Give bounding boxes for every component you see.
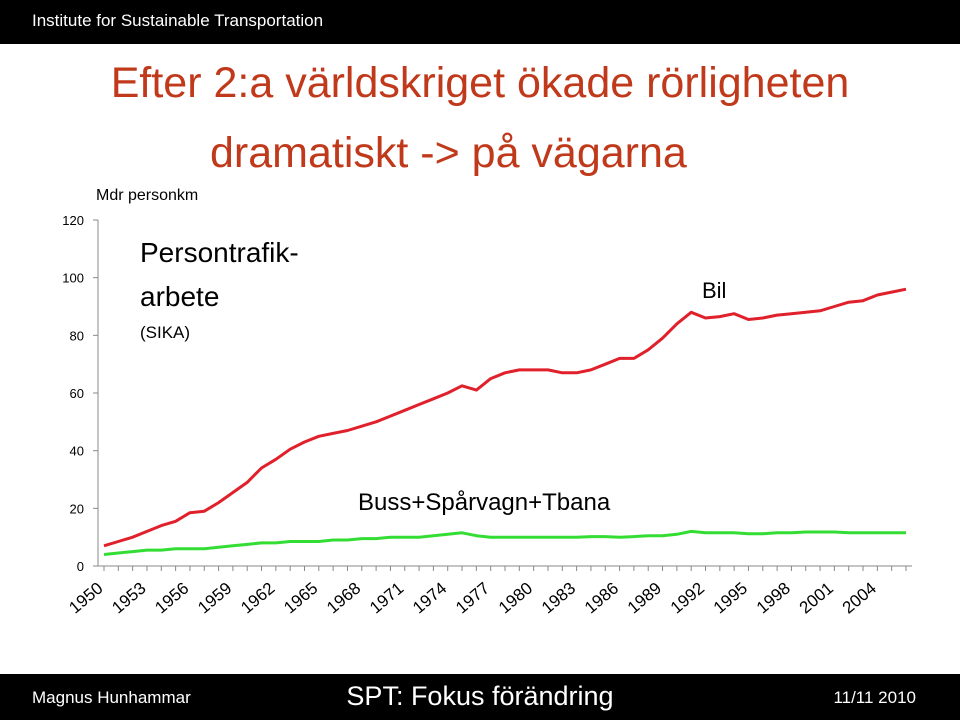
footer-date: 11/11 2010 — [833, 688, 916, 707]
x-tick-label: 1998 — [753, 579, 794, 618]
y-axis-label: Mdr personkm — [96, 187, 198, 204]
annotation-title-line2: arbete — [140, 281, 219, 312]
x-tick-label: 2001 — [796, 579, 837, 618]
x-tick-label: 1980 — [495, 579, 536, 618]
x-tick-label: 1968 — [323, 579, 364, 618]
header-bar: Institute for Sustainable Transportation — [0, 0, 960, 44]
footer-bar: Magnus Hunhammar SPT: Fokus förändring 1… — [0, 674, 960, 720]
x-tick-label: 1971 — [366, 579, 407, 618]
series-label-kollektivtrafik: Buss+Spårvagn+Tbana — [358, 489, 611, 516]
y-tick-label: 100 — [62, 271, 84, 286]
series-line-bil — [103, 287, 907, 548]
x-tick-label: 1956 — [151, 579, 192, 618]
x-tick-label: 1965 — [280, 579, 321, 618]
y-tick-label: 20 — [70, 501, 84, 516]
annotation-title-line1: Persontrafik- — [140, 237, 299, 268]
x-tick-label: 1977 — [452, 579, 493, 618]
slide-title-line2: dramatiskt -> på vägarna — [210, 129, 687, 177]
x-tick-label: 1983 — [538, 579, 579, 618]
x-tick-label: 2004 — [839, 579, 880, 618]
x-tick-label: 1950 — [65, 579, 106, 618]
y-tick-label: 120 — [62, 213, 84, 228]
footer-course: SPT: Fokus förändring — [346, 681, 614, 711]
x-tick-label: 1959 — [194, 579, 235, 618]
institute-name: Institute for Sustainable Transportation — [32, 11, 324, 30]
x-tick-label: 1974 — [409, 579, 450, 618]
slide-title-line1: Efter 2:a världskriget ökade rörligheten — [110, 59, 850, 107]
series-line-kollektivtrafik — [103, 529, 906, 556]
x-tick-label: 1986 — [581, 579, 622, 618]
y-tick-label: 80 — [70, 328, 84, 343]
x-tick-label: 1953 — [108, 579, 149, 618]
y-tick-label: 0 — [77, 559, 84, 574]
footer-author: Magnus Hunhammar — [32, 688, 191, 707]
y-tick-label: 60 — [70, 386, 84, 401]
x-tick-label: 1992 — [667, 579, 708, 618]
x-tick-label: 1989 — [624, 579, 665, 618]
y-tick-label: 40 — [70, 444, 84, 459]
series-label-bil: Bil — [702, 278, 726, 303]
annotation-source: (SIKA) — [140, 323, 190, 342]
x-tick-label: 1995 — [710, 579, 751, 618]
x-tick-label: 1962 — [237, 579, 278, 618]
